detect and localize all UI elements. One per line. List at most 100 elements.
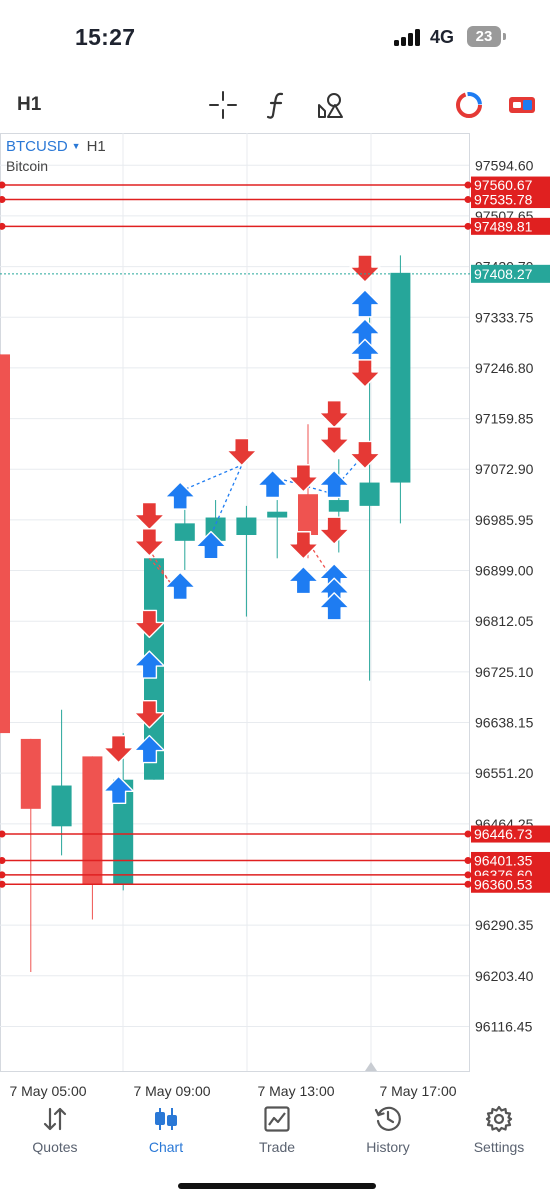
- buy-arrow-icon: [164, 571, 196, 601]
- sell-arrow-icon: [133, 501, 166, 531]
- sell-arrow-icon: [287, 464, 320, 493]
- home-indicator: [178, 1183, 376, 1189]
- level-handle-left: [0, 222, 6, 230]
- x-tick-label: 7 May 17:00: [379, 1083, 456, 1099]
- level-handle-left: [0, 181, 6, 189]
- level-handle-right: [464, 196, 472, 204]
- sell-arrow-icon: [349, 440, 381, 470]
- buy-arrow-icon: [349, 289, 381, 318]
- nav-chart-label: Chart: [148, 1139, 184, 1155]
- buy-arrow-icon: [133, 650, 166, 679]
- level-price-label: 97489.81: [474, 218, 533, 234]
- y-tick-label: 97333.75: [475, 309, 534, 325]
- one-click-trading-icon[interactable]: [452, 88, 486, 122]
- candle: [113, 733, 134, 891]
- sell-arrow-icon: [318, 399, 350, 429]
- level-handle-right: [464, 880, 472, 888]
- candle: [236, 505, 257, 617]
- nav-settings[interactable]: Settings: [444, 1100, 554, 1170]
- signal-connector: [210, 464, 243, 536]
- signal-icon: [394, 29, 422, 46]
- crosshair-icon[interactable]: [206, 88, 240, 122]
- level-handle-left: [0, 880, 6, 888]
- buy-arrow-icon: [164, 481, 196, 510]
- level-label-bg: [471, 217, 550, 235]
- nav-trade-label: Trade: [258, 1139, 296, 1155]
- candles-icon: [155, 1108, 177, 1130]
- candle-body: [82, 756, 103, 885]
- indicators-icon[interactable]: [260, 88, 294, 122]
- sell-arrow-icon: [287, 531, 320, 560]
- level-handle-right: [464, 856, 472, 864]
- settings-gear-icon: [485, 1105, 513, 1133]
- timeframe-button[interactable]: H1: [17, 94, 42, 115]
- signals: [102, 254, 381, 805]
- horizontal-level: 96446.73: [0, 825, 550, 843]
- level-price-label: 96401.35: [474, 852, 533, 868]
- nav-history-label: History: [366, 1139, 410, 1155]
- buy-arrow-icon: [287, 565, 320, 595]
- candle-body: [51, 785, 72, 827]
- level-price-label: 97535.78: [474, 192, 533, 208]
- y-tick-label: 96725.10: [475, 664, 534, 680]
- candle-body: [390, 272, 411, 483]
- buy-arrow-icon: [195, 530, 227, 560]
- sell-arrow-icon: [133, 528, 166, 557]
- level-label-bg: [471, 875, 550, 893]
- nav-history[interactable]: History: [333, 1100, 443, 1170]
- symbol-label[interactable]: BTCUSD ▼ H1: [6, 138, 106, 155]
- nav-settings-label: Settings: [473, 1139, 525, 1155]
- level-label-bg: [471, 851, 550, 869]
- trade-icon: [264, 1106, 290, 1132]
- nav-trade[interactable]: Trade: [222, 1100, 332, 1170]
- horizontal-level: 97489.81: [0, 217, 550, 235]
- level-handle-left: [0, 830, 6, 838]
- current-price: 97408.27: [0, 264, 550, 283]
- sell-arrow-icon: [318, 516, 350, 545]
- x-tick-label: 7 May 05:00: [9, 1083, 86, 1099]
- y-tick-label: 96203.40: [475, 968, 534, 984]
- candle: [267, 500, 288, 559]
- candles: [0, 255, 411, 972]
- y-tick-label: 96551.20: [475, 765, 534, 781]
- sell-arrow-icon: [133, 609, 166, 639]
- sell-arrow-icon: [349, 359, 381, 388]
- y-tick-label: 96812.05: [475, 613, 534, 629]
- nav-quotes-label: Quotes: [32, 1139, 78, 1155]
- buy-arrow-icon: [318, 592, 350, 621]
- status-time: 15:27: [75, 24, 136, 50]
- battery-icon: 23: [467, 26, 501, 47]
- sell-arrow-icon: [102, 734, 135, 764]
- y-tick-label: 97072.90: [475, 461, 534, 477]
- chart-area[interactable]: 97594.6097507.6597420.7097333.7597246.80…: [0, 133, 554, 1103]
- grid: [0, 133, 469, 1071]
- quotes-icon: [43, 1107, 67, 1131]
- sell-arrow-icon: [318, 426, 350, 455]
- dropdown-triangle-icon: ▼: [71, 141, 81, 151]
- horizontal-level: 96401.35: [0, 851, 550, 869]
- level-handle-right: [464, 830, 472, 838]
- current-price-label: 97408.27: [474, 266, 533, 282]
- objects-icon[interactable]: [314, 88, 348, 122]
- candle: [20, 738, 41, 972]
- level-label-bg: [471, 176, 550, 194]
- nav-chart[interactable]: Chart: [111, 1100, 221, 1170]
- buy-arrow-icon: [102, 775, 135, 805]
- level-label-bg: [471, 191, 550, 209]
- nav-quotes[interactable]: Quotes: [0, 1100, 110, 1170]
- signal-connector: [179, 464, 243, 492]
- trade-panel-icon[interactable]: [505, 88, 539, 122]
- sell-arrow-icon: [349, 254, 381, 283]
- level-handle-right: [464, 181, 472, 189]
- current-bar-marker: [365, 1062, 377, 1071]
- chart-toolbar: H1: [0, 80, 554, 130]
- battery-tip: [503, 33, 506, 40]
- y-tick-label: 96985.95: [475, 512, 534, 528]
- y-tick-label: 97594.60: [475, 157, 534, 173]
- horizontal-level: 96360.53: [0, 875, 550, 893]
- level-handle-left: [0, 856, 6, 864]
- horizontal-level: 97535.78: [0, 191, 550, 209]
- price-chart[interactable]: 97594.6097507.6597420.7097333.7597246.80…: [0, 133, 554, 1103]
- current-price-label-bg: [471, 264, 550, 283]
- candle: [51, 709, 72, 856]
